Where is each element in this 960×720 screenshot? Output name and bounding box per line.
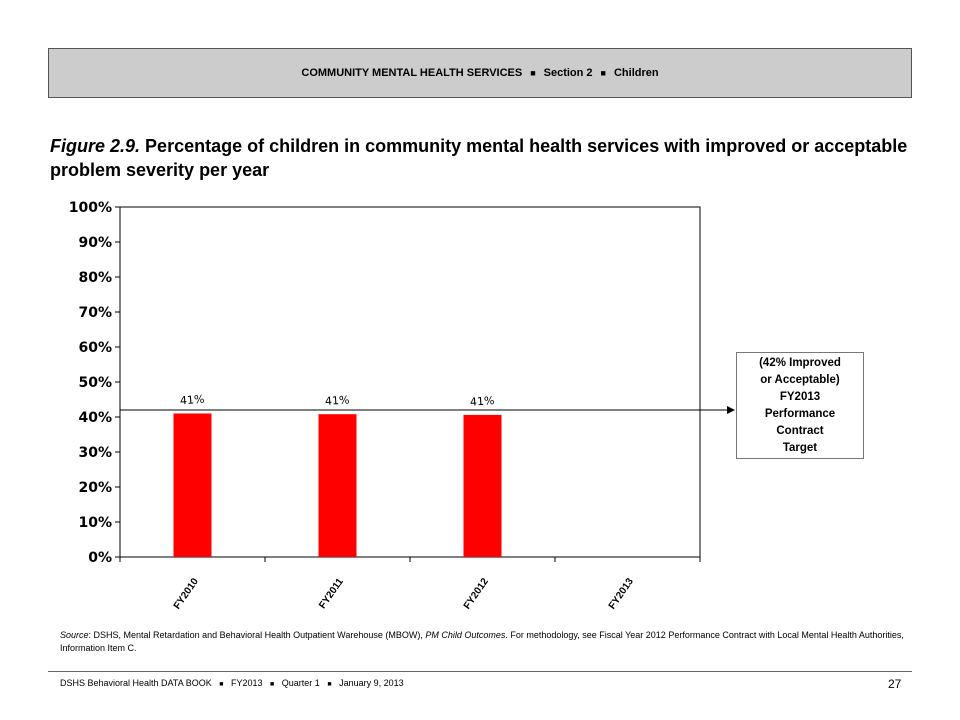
y-tick-label: 20% (78, 480, 112, 496)
bar (173, 413, 212, 557)
source-note: Source: DSHS, Mental Retardation and Beh… (60, 629, 910, 655)
page-number: 27 (888, 677, 902, 691)
source-methodology: . For methodology, see Fiscal Year 2012 … (60, 630, 904, 653)
figure-number: Figure 2.9. (50, 136, 141, 156)
bar (463, 414, 502, 557)
y-tick-label: 80% (78, 270, 112, 286)
footer-quarter: Quarter 1 (281, 678, 320, 688)
y-tick-label: 60% (78, 340, 112, 356)
y-tick-label: 30% (78, 445, 112, 461)
y-tick-label: 100% (69, 200, 112, 216)
footer-date: January 9, 2013 (339, 678, 404, 688)
x-tick-label: FY2011 (317, 576, 346, 611)
source-dataset: PM Child Outcomes (425, 630, 506, 640)
data-label: 41% (325, 393, 350, 408)
y-tick-label: 10% (78, 515, 112, 531)
footer: DSHS Behavioral Health DATA BOOK ■ FY201… (60, 678, 404, 688)
header-topic: Children (613, 67, 659, 79)
callout-line: FY2013 (779, 390, 821, 403)
y-tick-label: 50% (78, 375, 112, 391)
data-label: 41% (470, 394, 495, 409)
callout-line: Contract (776, 424, 824, 437)
footer-divider (48, 671, 912, 672)
footer-separator: ■ (219, 681, 224, 688)
data-label: 41% (180, 393, 205, 408)
y-tick-label: 40% (78, 410, 112, 426)
header-section: Section 2 (543, 67, 593, 79)
source-label: Source (60, 630, 89, 640)
y-tick-label: 0% (88, 550, 112, 566)
footer-title: DSHS Behavioral Health DATA BOOK (60, 678, 212, 688)
x-tick-label: FY2013 (607, 576, 636, 611)
header-separator: ■ (600, 68, 606, 78)
footer-separator: ■ (270, 681, 275, 688)
header-separator: ■ (530, 68, 536, 78)
bar (318, 414, 357, 557)
figure-title-text: Percentage of children in community ment… (50, 136, 908, 180)
y-tick-label: 90% (78, 235, 112, 251)
callout-line: Performance (764, 407, 836, 420)
footer-separator: ■ (327, 681, 332, 688)
callout-line: Target (782, 441, 818, 454)
x-tick-label: FY2010 (172, 576, 201, 611)
callout-line: or Acceptable) (760, 373, 840, 386)
source-text: : DSHS, Mental Retardation and Behaviora… (88, 630, 426, 640)
figure-title: Figure 2.9. Percentage of children in co… (50, 134, 910, 182)
y-tick-label: 70% (78, 305, 112, 321)
bar-chart: 0% 10% 20% 30% 40% 50% 60% 70% 80% 90% 100% 41% FY20… (69, 200, 735, 611)
footer-fiscal-year: FY2013 (231, 678, 263, 688)
target-callout: (42% Improved or Acceptable) FY2013 Perform… (736, 352, 864, 459)
callout-line: (42% Improved (759, 356, 841, 369)
section-header: COMMUNITY MENTAL HEALTH SERVICES ■ Secti… (48, 48, 912, 98)
header-title: COMMUNITY MENTAL HEALTH SERVICES (301, 67, 523, 79)
x-tick-label: FY2012 (462, 576, 491, 611)
